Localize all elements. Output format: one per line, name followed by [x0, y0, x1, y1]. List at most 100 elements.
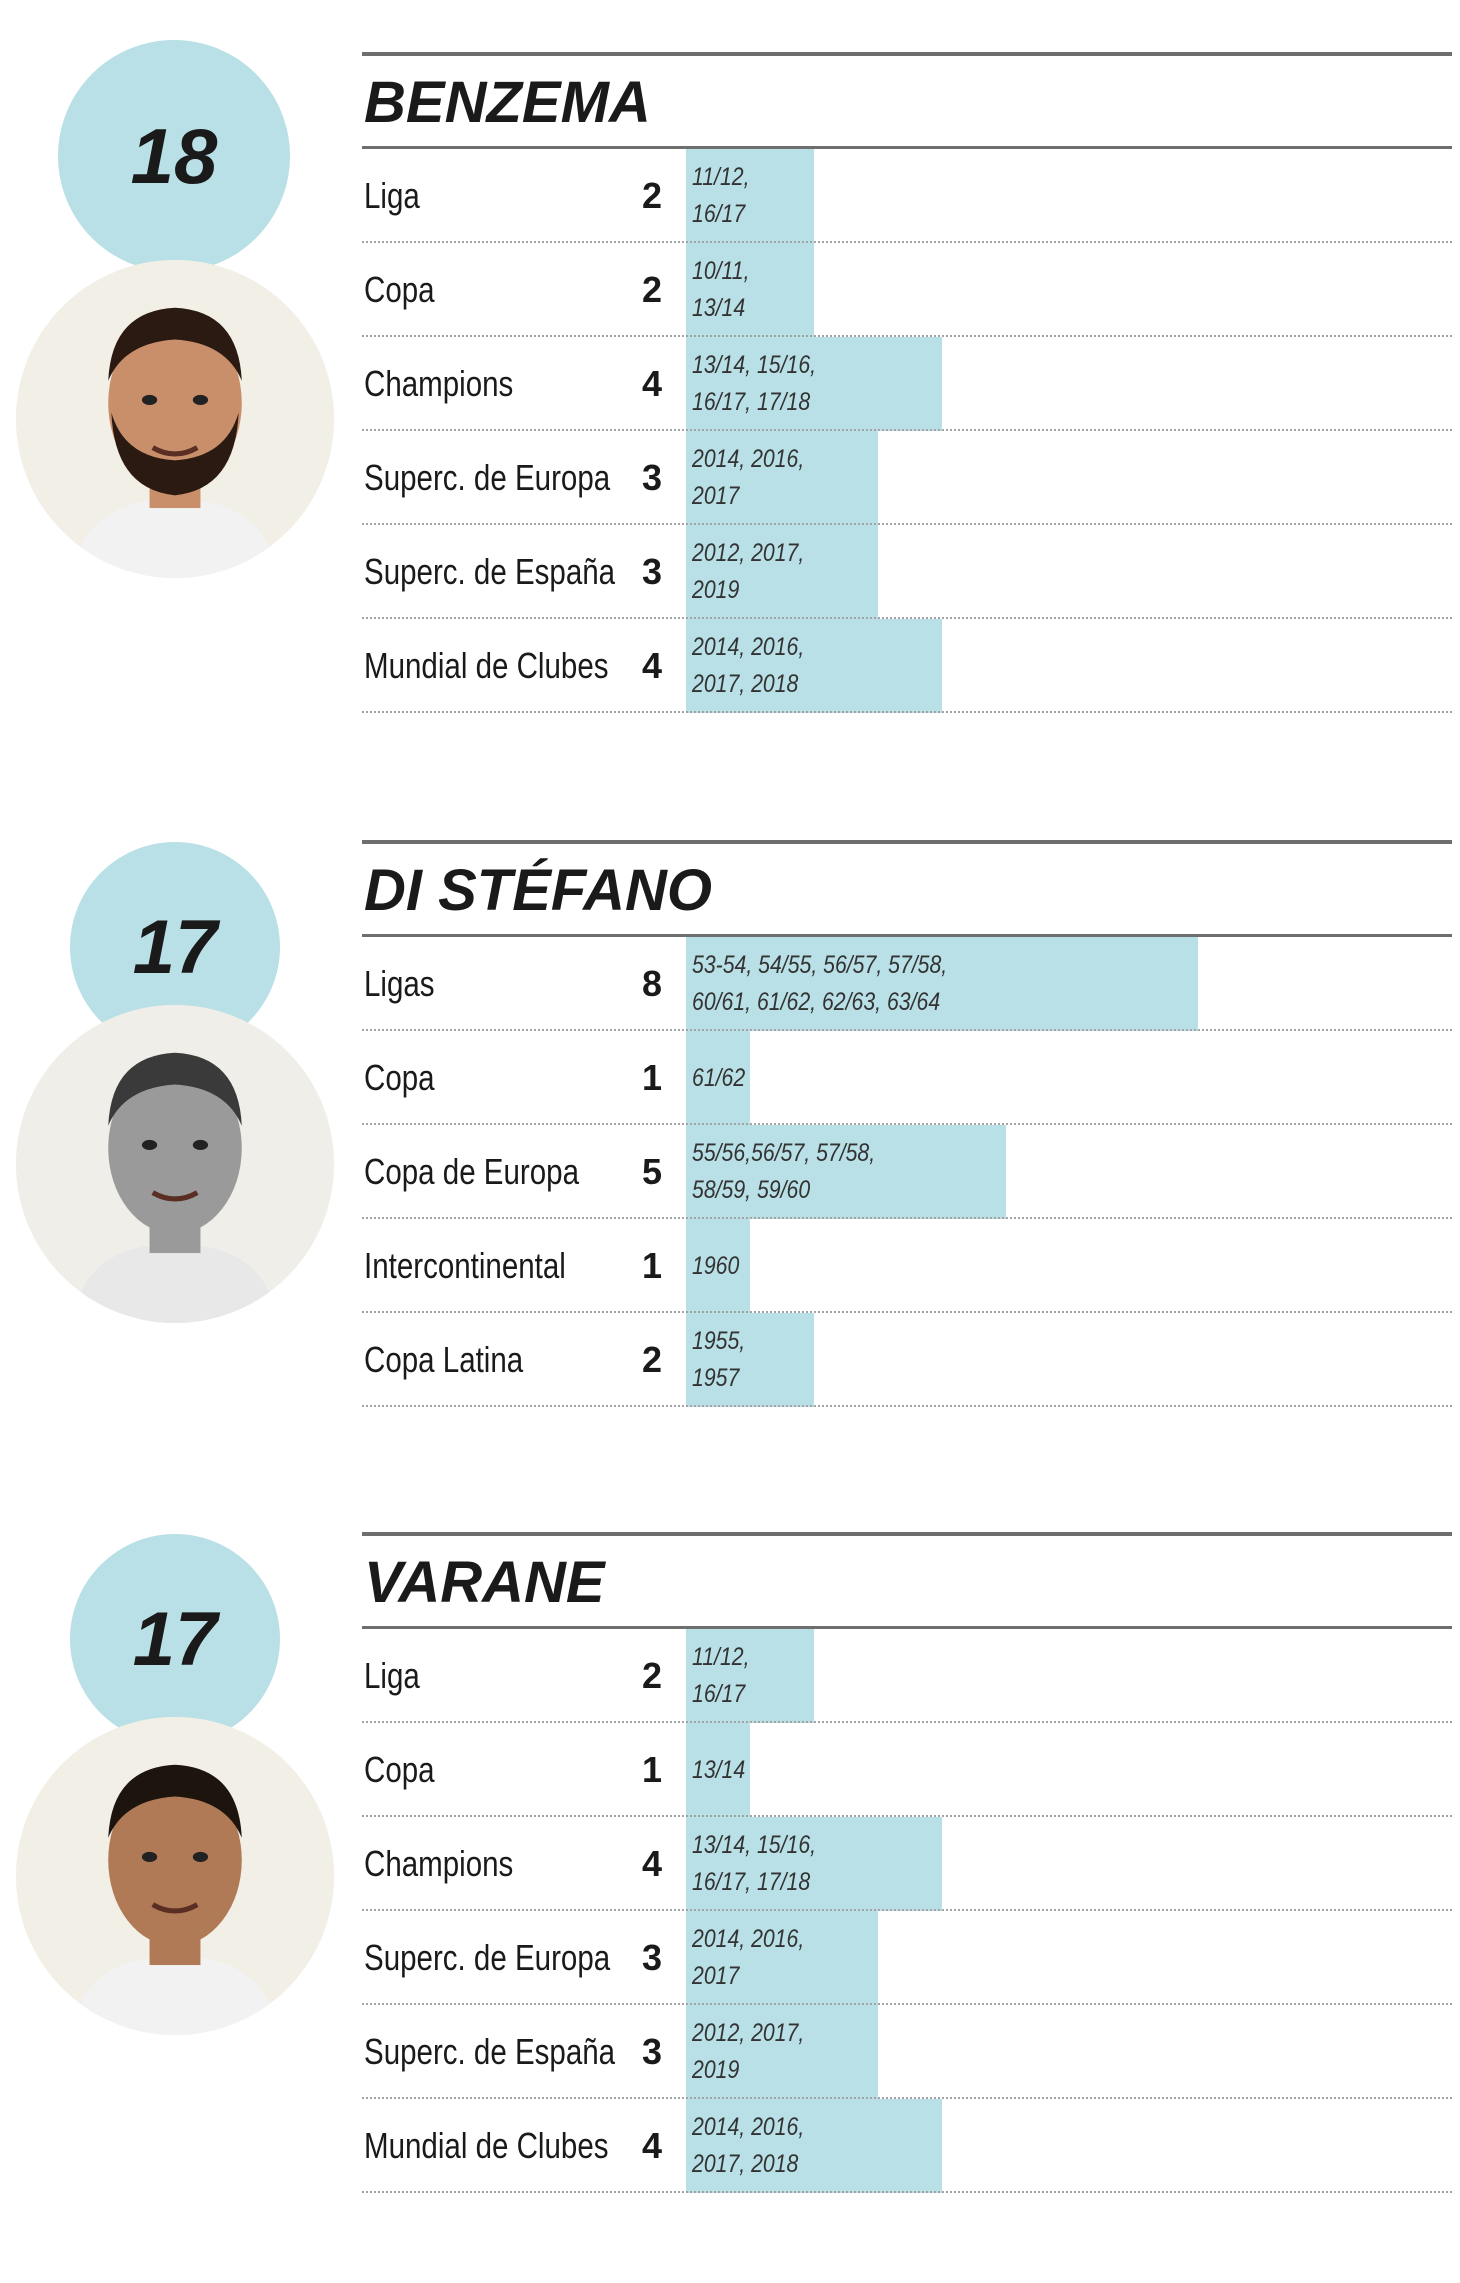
row-divider — [362, 1909, 1452, 1911]
title-count-bar — [686, 1629, 814, 1723]
title-row: Copa 1 61/62 — [362, 1031, 1452, 1125]
title-row: Intercontinental 1 1960 — [362, 1219, 1452, 1313]
row-divider — [362, 2003, 1452, 2005]
title-count-label: 2 — [641, 1655, 663, 1696]
title-row: Superc. de Europa 3 2014, 2016, 2017 — [362, 431, 1452, 525]
row-divider — [362, 241, 1452, 243]
title-count-label: 3 — [641, 2031, 663, 2072]
title-count-label: 1 — [641, 1057, 663, 1098]
title-count-bar — [686, 619, 942, 713]
varane-portrait-icon — [16, 1717, 334, 2035]
title-count-label: 4 — [641, 2125, 663, 2166]
title-row: Copa de Europa 5 55/56,56/57, 57/58, 58/59… — [362, 1125, 1452, 1219]
row-divider — [362, 2097, 1452, 2099]
title-row: Superc. de España 3 2012, 2017, 2019 — [362, 2005, 1452, 2099]
competition-label: Copa — [364, 1057, 435, 1098]
competition-label: Mundial de Clubes — [364, 2125, 609, 2166]
row-divider — [362, 1123, 1452, 1125]
row-divider — [362, 429, 1452, 431]
competition-label: Superc. de Europa — [364, 457, 611, 498]
title-count-bar — [686, 2099, 942, 2193]
competition-label: Copa de Europa — [364, 1151, 580, 1192]
section-top-rule — [362, 840, 1452, 844]
title-years-label: 11/12, 16/17 — [692, 163, 750, 228]
row-divider — [362, 523, 1452, 525]
title-row: Champions 4 13/14, 15/16, 16/17, 17/18 — [362, 337, 1452, 431]
row-divider — [362, 1405, 1452, 1407]
title-row: Superc. de Europa 3 2014, 2016, 2017 — [362, 1911, 1452, 2005]
row-divider — [362, 2191, 1452, 2193]
title-count-bar — [686, 1125, 1006, 1219]
title-count-label: 5 — [641, 1151, 663, 1192]
title-years-label: 2012, 2017, 2019 — [692, 2019, 805, 2084]
title-years-label: 10/11, 13/14 — [692, 257, 750, 322]
title-row: Mundial de Clubes 4 2014, 2016, 2017, 2018 — [362, 619, 1452, 713]
competition-label: Superc. de España — [364, 551, 616, 592]
competition-label: Champions — [364, 1843, 514, 1884]
title-count-bar — [686, 1817, 942, 1911]
title-count-bar — [686, 1031, 750, 1125]
competition-label: Liga — [364, 175, 420, 216]
title-count-bar — [686, 431, 878, 525]
title-row: Liga 2 11/12, 16/17 — [362, 1629, 1452, 1723]
rank-badge: 18 — [58, 40, 290, 272]
title-row: Copa 2 10/11, 13/14 — [362, 243, 1452, 337]
row-divider — [362, 1721, 1452, 1723]
title-count-label: 2 — [641, 175, 663, 216]
title-count-label: 4 — [641, 1843, 663, 1884]
title-row: Liga 2 11/12, 16/17 — [362, 149, 1452, 243]
title-count-label: 3 — [641, 457, 663, 498]
title-years-label: 61/62 — [692, 1063, 746, 1092]
player-name: BENZEMA — [364, 70, 651, 135]
title-years-label: 2014, 2016, 2017, 2018 — [692, 2113, 805, 2178]
row-divider — [362, 1029, 1452, 1031]
rank-badge: 17 — [70, 1534, 280, 1744]
title-count-bar — [686, 243, 814, 337]
title-years-label: 2014, 2016, 2017 — [692, 1925, 805, 1990]
title-years-label: 55/56,56/57, 57/58, 58/59, 59/60 — [692, 1139, 876, 1204]
competition-label: Copa — [364, 1749, 435, 1790]
row-divider — [362, 335, 1452, 337]
title-count-bar — [686, 1911, 878, 2005]
row-divider — [362, 617, 1452, 619]
title-years-label: 1955, 1957 — [692, 1327, 746, 1392]
title-count-label: 4 — [641, 363, 663, 404]
name-underline-rule — [362, 1626, 1452, 1629]
title-years-label: 53-54, 54/55, 56/57, 57/58, 60/61, 61/62… — [692, 951, 948, 1016]
title-count-bar — [686, 1723, 750, 1817]
title-years-label: 13/14, 15/16, 16/17, 17/18 — [692, 1831, 817, 1896]
competition-label: Liga — [364, 1655, 420, 1696]
competition-label: Superc. de Europa — [364, 1937, 611, 1978]
title-row: Superc. de España 3 2012, 2017, 2019 — [362, 525, 1452, 619]
title-years-label: 2014, 2016, 2017, 2018 — [692, 633, 805, 698]
row-divider — [362, 711, 1452, 713]
competition-label: Copa — [364, 269, 435, 310]
title-row: Mundial de Clubes 4 2014, 2016, 2017, 2018 — [362, 2099, 1452, 2193]
title-count-label: 1 — [641, 1749, 663, 1790]
name-underline-rule — [362, 934, 1452, 937]
player-name: VARANE — [364, 1550, 605, 1615]
competition-label: Champions — [364, 363, 514, 404]
title-count-label: 2 — [641, 1339, 663, 1380]
title-row: Champions 4 13/14, 15/16, 16/17, 17/18 — [362, 1817, 1452, 1911]
title-count-label: 8 — [641, 963, 663, 1004]
title-count-label: 3 — [641, 1937, 663, 1978]
title-years-label: 13/14, 15/16, 16/17, 17/18 — [692, 351, 817, 416]
competition-label: Ligas — [364, 963, 435, 1004]
title-count-label: 2 — [641, 269, 663, 310]
title-row: Copa 1 13/14 — [362, 1723, 1452, 1817]
competition-label: Copa Latina — [364, 1339, 524, 1380]
title-count-label: 4 — [641, 645, 663, 686]
title-count-label: 3 — [641, 551, 663, 592]
row-divider — [362, 1311, 1452, 1313]
di-stefano-portrait-icon — [16, 1005, 334, 1323]
title-years-label: 11/12, 16/17 — [692, 1643, 750, 1708]
title-count-bar — [686, 1313, 814, 1407]
title-row: Ligas 8 53-54, 54/55, 56/57, 57/58, 60/61,… — [362, 937, 1452, 1031]
competition-label: Superc. de España — [364, 2031, 616, 2072]
title-count-bar — [686, 1219, 750, 1313]
title-count-bar — [686, 525, 878, 619]
benzema-portrait-icon — [16, 260, 334, 578]
title-count-bar — [686, 2005, 878, 2099]
row-divider — [362, 1217, 1452, 1219]
